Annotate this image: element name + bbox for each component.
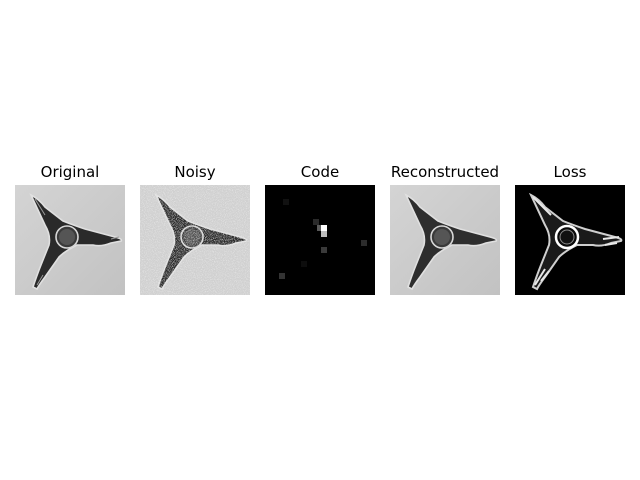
original-image [15,185,125,295]
panel-title: Code [300,163,340,181]
noisy-image [140,185,250,295]
panel-code: Code [265,162,375,295]
panel-reconstructed: Reconstructed [390,162,500,295]
loss-image [515,185,625,295]
panel-loss: Loss [515,162,625,295]
panel-noisy: Noisy [140,162,250,295]
panel-title: Noisy [174,163,216,181]
panel-title: Original [40,163,100,181]
panel-title: Loss [553,163,587,181]
code-image [265,185,375,295]
panel-original: Original [15,162,125,295]
panel-title: Reconstructed [390,163,500,181]
reconstructed-image [390,185,500,295]
